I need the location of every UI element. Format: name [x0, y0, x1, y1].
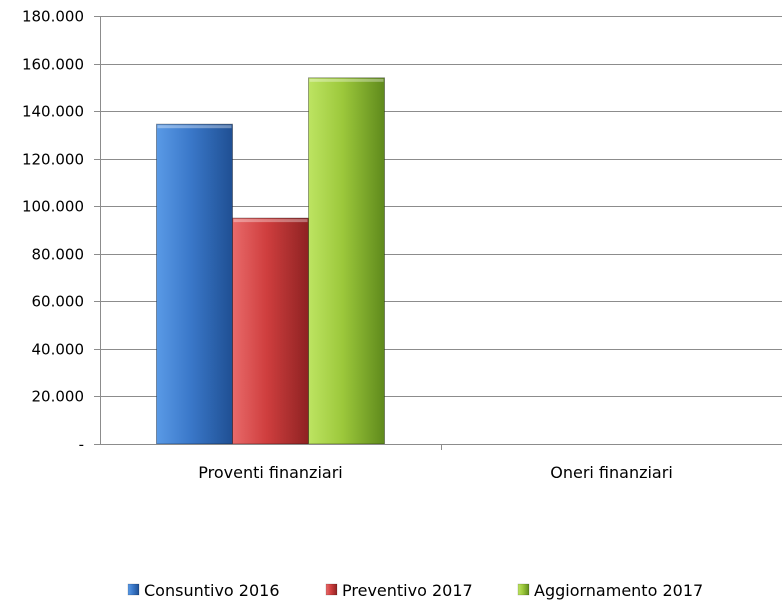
bar-highlight — [309, 78, 384, 82]
y-tick-label: 60.000 — [32, 293, 85, 311]
y-tick-label: 20.000 — [32, 388, 85, 406]
bar-body — [232, 217, 309, 445]
bar-consuntivo-2016 — [156, 123, 233, 445]
y-tick-label: 40.000 — [32, 341, 85, 359]
y-tick-label: 160.000 — [22, 56, 84, 74]
y-tick-label: 140.000 — [22, 103, 84, 121]
legend-label: Consuntivo 2016 — [144, 581, 280, 600]
y-tick-label: 100.000 — [22, 198, 84, 216]
legend: Consuntivo 2016 Preventivo 2017 Aggiorname… — [127, 581, 703, 600]
legend-item: Aggiornamento 2017 — [517, 581, 703, 600]
legend-item: Consuntivo 2016 — [127, 581, 280, 600]
legend-label: Preventivo 2017 — [342, 581, 473, 600]
bar-highlight — [233, 219, 308, 223]
x-axis: Proventi finanziari Oneri finanziari — [100, 444, 782, 482]
bar-body — [156, 123, 233, 445]
y-tick-label: - — [79, 436, 84, 454]
bar-body — [308, 77, 385, 445]
bars — [156, 77, 385, 445]
x-category-label: Oneri finanziari — [550, 463, 673, 482]
y-axis: - 20.000 40.000 60.000 80.000 100.000 120.000 1… — [22, 8, 101, 454]
legend-swatch — [325, 583, 338, 596]
bar-highlight — [157, 125, 232, 129]
y-tick-label: 80.000 — [32, 246, 85, 264]
bar-aggiornamento-2017 — [308, 77, 385, 445]
bar-preventivo-2017 — [232, 217, 309, 445]
legend-item: Preventivo 2017 — [325, 581, 473, 600]
y-tick-label: 180.000 — [22, 8, 84, 26]
y-tick-label: 120.000 — [22, 151, 84, 169]
x-category-label: Proventi finanziari — [198, 463, 342, 482]
legend-label: Aggiornamento 2017 — [534, 581, 703, 600]
legend-swatch — [517, 583, 530, 596]
legend-swatch — [127, 583, 140, 596]
